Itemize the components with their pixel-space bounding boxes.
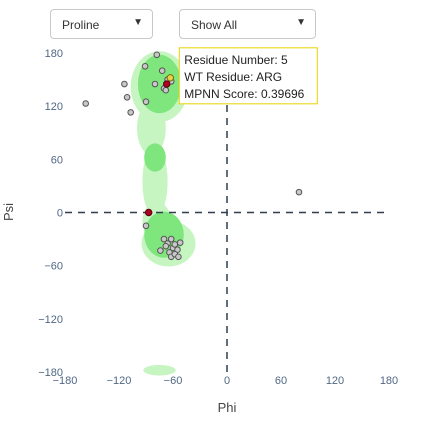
data-point[interactable]	[163, 243, 169, 249]
data-point[interactable]	[152, 81, 158, 87]
data-point[interactable]	[176, 254, 182, 260]
allowed-region-light	[143, 365, 175, 376]
highlighted-point[interactable]	[146, 209, 152, 215]
data-point[interactable]	[122, 81, 128, 87]
x-tick-label: −60	[164, 375, 183, 387]
x-tick-label: −120	[107, 375, 132, 387]
y-tick-label: 60	[51, 154, 63, 166]
favored-region	[144, 143, 166, 171]
data-point[interactable]	[168, 236, 174, 242]
data-point[interactable]	[163, 87, 169, 93]
data-point[interactable]	[172, 242, 178, 248]
y-tick-label: −120	[38, 314, 63, 326]
tooltip-line: MPNN Score: 0.39696	[184, 87, 304, 101]
x-tick-label: 0	[224, 375, 230, 387]
x-axis-title: Phi	[218, 400, 237, 415]
data-point[interactable]	[154, 52, 160, 58]
data-point[interactable]	[143, 223, 149, 229]
y-tick-label: −180	[38, 367, 63, 379]
highlighted-point[interactable]	[164, 81, 170, 87]
tooltip-line: WT Residue: ARG	[184, 70, 282, 84]
data-point[interactable]	[128, 110, 134, 116]
data-point[interactable]	[177, 240, 183, 246]
data-point[interactable]	[83, 101, 89, 107]
x-tick-label: 180	[380, 375, 398, 387]
data-point[interactable]	[143, 99, 149, 105]
hovered-point[interactable]	[167, 75, 173, 81]
y-tick-label: −60	[44, 261, 63, 273]
x-tick-label: 120	[326, 375, 344, 387]
data-point[interactable]	[296, 189, 302, 195]
data-point[interactable]	[158, 248, 164, 254]
y-axis-title: Psi	[1, 203, 16, 221]
y-tick-label: 120	[45, 101, 63, 113]
y-tick-label: 180	[45, 48, 63, 60]
data-point[interactable]	[159, 68, 165, 74]
hover-tooltip: Residue Number: 5 WT Residue: ARG MPNN Sco…	[179, 48, 317, 104]
x-tick-label: 60	[275, 375, 287, 387]
y-tick-label: 0	[57, 208, 63, 220]
tooltip-line: Residue Number: 5	[184, 53, 288, 67]
data-point[interactable]	[142, 63, 148, 69]
data-point[interactable]	[124, 95, 130, 101]
